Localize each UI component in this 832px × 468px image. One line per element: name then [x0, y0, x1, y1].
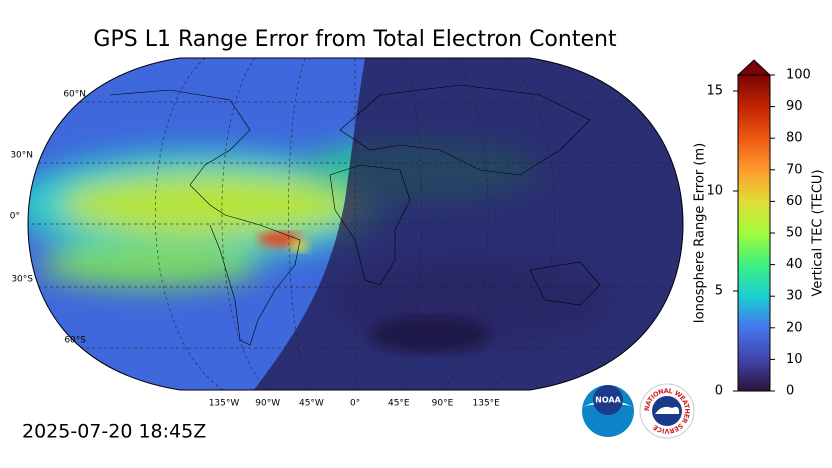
noaa-text: NOAA: [595, 396, 621, 405]
tec-tick-label: 10: [786, 352, 803, 367]
lat-label: 30°S: [11, 275, 33, 285]
night-shade: [250, 58, 683, 390]
range-tick-label: 15: [706, 84, 723, 99]
range-tick-label: 0: [715, 384, 723, 399]
lat-label: 60°S: [64, 336, 86, 346]
lon-label: 45°W: [299, 399, 324, 409]
range-axis-label: Ionosphere Range Error (m): [693, 143, 708, 323]
lon-label: 135°E: [473, 399, 501, 409]
range-tick-label: 5: [715, 284, 723, 299]
noaa-logo: NOAA: [582, 385, 634, 437]
map-border: [27, 57, 684, 391]
range-tick-label: 10: [706, 184, 723, 199]
tec-tick-label: 50: [786, 226, 803, 241]
colorbar-extend: [736, 59, 772, 76]
lon-label: 90°W: [255, 399, 280, 409]
lon-label: 45°E: [388, 399, 410, 409]
tec-tick-label: 80: [786, 131, 803, 146]
tec-axis-label: Vertical TEC (TECU): [811, 169, 826, 296]
lon-label: 0°: [350, 399, 360, 409]
tec-tick-label: 60: [786, 194, 803, 209]
lon-label: 90°E: [432, 399, 454, 409]
colorbar-scale: [737, 74, 771, 392]
tec-tick-label: 70: [786, 162, 803, 177]
title: GPS L1 Range Error from Total Electron C…: [93, 27, 617, 52]
tec-tick-label: 0: [786, 384, 794, 399]
tec-tick-label: 100: [786, 68, 811, 83]
tec-tick-label: 30: [786, 289, 803, 304]
tec-tick-label: 40: [786, 257, 803, 272]
nws-logo: NATIONAL WEATHER SERVICE: [639, 383, 695, 439]
coastlines: [109, 84, 601, 346]
lat-label: 0°: [10, 212, 20, 222]
tec-tick-label: 20: [786, 320, 803, 335]
lat-label: 60°N: [63, 90, 86, 100]
tec-tick-label: 90: [786, 99, 803, 114]
lon-label: 135°W: [209, 399, 240, 409]
graticule: [28, 58, 683, 390]
timestamp: 2025-07-20 18:45Z: [22, 421, 206, 443]
lat-label: 30°N: [10, 151, 33, 161]
map: [28, 58, 683, 390]
colorbar: Ionosphere Range Error (m) Vertical TEC …: [693, 59, 826, 399]
